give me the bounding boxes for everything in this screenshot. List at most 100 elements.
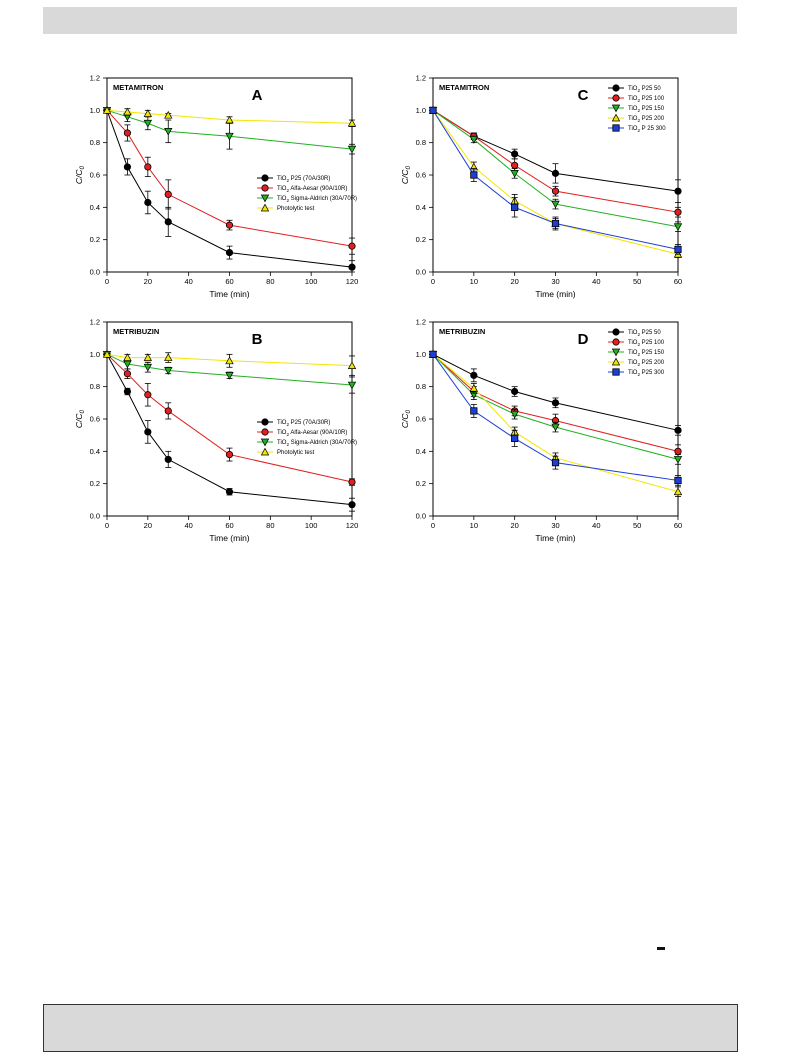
chart-a-point [102, 106, 112, 114]
chart-a-xtick-label: 0 [105, 277, 109, 286]
chart-d-legend-marker [611, 348, 621, 357]
chart-d-ytick-label: 0.0 [416, 512, 426, 521]
chart-d-series-4 [429, 350, 682, 486]
chart-b-point [347, 361, 357, 370]
chart-c-ytick-label: 0.0 [416, 268, 426, 277]
chart-c-point [511, 203, 519, 211]
chart-b-point [164, 407, 172, 415]
chart-d-legend-marker [612, 368, 620, 376]
chart-b-frame [106, 321, 353, 517]
chart-a-point [164, 190, 172, 199]
chart-a-ytick-label: 0.8 [90, 138, 100, 147]
chart-b-ytick-label: 0.6 [90, 415, 100, 424]
chart-d-ytick-label: 0.6 [416, 415, 426, 424]
chart-d-panel-label: D [578, 331, 589, 348]
chart-a-ytick-label: 0.0 [90, 268, 100, 277]
chart-b-series-3-line [106, 353, 353, 367]
chart-a-legend-1-text: TiO2 Alfa-Aesar (90A/10R) [277, 186, 347, 193]
chart-b-xtick-label: 100 [305, 521, 318, 530]
chart-c-ytick-label: 0.4 [416, 203, 426, 212]
chart-d-legend-marker [611, 357, 621, 366]
chart-a-point [144, 163, 152, 171]
chart-b-series-3 [102, 350, 357, 376]
chart-c-series-4 [429, 106, 682, 255]
chart-c-panel-label: C [578, 87, 589, 104]
chart-a-point [347, 118, 357, 127]
chart-c-legend-marker [612, 94, 620, 102]
chart-a-frame [106, 77, 353, 273]
chart-c-point [673, 223, 683, 232]
chart-b-point [225, 356, 234, 365]
chart-a-ytick-label: 1.0 [90, 106, 100, 115]
chart-d-point [470, 407, 478, 415]
chart-d-xlabel: Time (min) [535, 533, 575, 543]
chart-b-legend-0-text: TiO2 P25 (70A/30R) [277, 420, 330, 427]
chart-d-xtick-label: 50 [633, 521, 641, 530]
chart-a-point [225, 221, 234, 229]
chart-d-xtick-label: 30 [551, 521, 559, 530]
chart-d-legend-2-text: TiO2 P25 150 [628, 350, 665, 357]
chart-d-legend-item-2: TiO2 P25 150 [608, 348, 665, 357]
chart-a-xlabel: Time (min) [209, 289, 249, 299]
chart-b-xtick-label: 60 [225, 521, 233, 530]
chart-a-series-3-line [106, 109, 353, 124]
chart-a-series-2 [102, 106, 357, 155]
chart-c-point [469, 136, 479, 144]
chart-a-ytick-label: 0.2 [90, 235, 100, 244]
chart-a-legend-item-3: Photolytic test [257, 203, 315, 212]
chart-a-point [123, 107, 132, 116]
chart-d-xtick-label: 10 [470, 521, 478, 530]
dash-mark [657, 947, 665, 950]
chart-b-xtick-label: 40 [184, 521, 192, 530]
chart-d-ytick-label: 0.8 [416, 382, 426, 391]
chart-a-point [164, 110, 173, 119]
chart-a-point [347, 145, 357, 154]
chart-d-legend-4-text: TiO2 P25 300 [628, 370, 665, 377]
chart-b-legend-marker [261, 428, 269, 436]
chart-c-point [470, 171, 478, 179]
chart-a-point [225, 132, 234, 141]
chart-d-legend-item-0: TiO2 P25 50 [608, 328, 661, 337]
chart-c-point [551, 187, 560, 195]
chart-b-xtick-label: 0 [105, 521, 109, 530]
chart-d-point [551, 423, 560, 432]
chart-c-point [511, 150, 519, 158]
chart-a-ytick-label: 0.6 [90, 171, 100, 180]
chart-c-xtick-label: 10 [470, 277, 478, 286]
chart-a-xtick-label: 100 [305, 277, 318, 286]
chart-d-xtick-label: 0 [431, 521, 435, 530]
chart-a-point [123, 163, 132, 171]
chart-b-point [348, 478, 356, 486]
chart-a-xtick-label: 120 [346, 277, 359, 286]
chart-c-xtick-label: 50 [633, 277, 641, 286]
chart-a-point [225, 249, 234, 257]
chart-d-ytick-label: 1.0 [416, 350, 426, 359]
chart-c-xtick-label: 30 [551, 277, 559, 286]
chart-d-title: METRIBUZIN [439, 327, 485, 336]
chart-b-xtick-label: 20 [144, 521, 152, 530]
chart-c-legend-2-text: TiO2 P25 150 [628, 106, 665, 113]
chart-panel-b: 0.0 0.2 0.4 0.6 0.8 1.0 1.2 0 20 40 60 80 100 120 Time… [70, 312, 360, 565]
chart-d-legend-1-text: TiO2 P25 100 [628, 340, 665, 347]
chart-b-legend-item-0: TiO2 P25 (70A/30R) [257, 418, 330, 427]
chart-b-legend-marker [260, 438, 270, 447]
chart-d-xtick-label: 20 [510, 521, 518, 530]
chart-a-panel-label: A [252, 87, 263, 104]
chart-d-point [674, 426, 682, 434]
chart-b-legend-2-text: TiO2 Sigma-Aldrich (30A/70R) [277, 440, 357, 447]
chart-b-point [123, 353, 132, 361]
chart-d-point [510, 410, 519, 419]
chart-c-point [674, 208, 682, 216]
chart-d-xtick-label: 60 [674, 521, 682, 530]
chart-c-point [674, 187, 682, 195]
chart-d-point [429, 350, 437, 358]
chart-a-series-3 [102, 106, 357, 127]
chart-b-point [123, 387, 132, 396]
chart-a-point [348, 242, 356, 250]
chart-a-point [164, 218, 172, 226]
chart-c-title: METAMITRON [439, 83, 489, 92]
chart-b-ytick-label: 0.8 [90, 382, 100, 391]
chart-c-xtick-label: 0 [431, 277, 435, 286]
chart-c-ytick-label: 0.2 [416, 235, 426, 244]
chart-d-ytick-label: 0.4 [416, 447, 426, 456]
